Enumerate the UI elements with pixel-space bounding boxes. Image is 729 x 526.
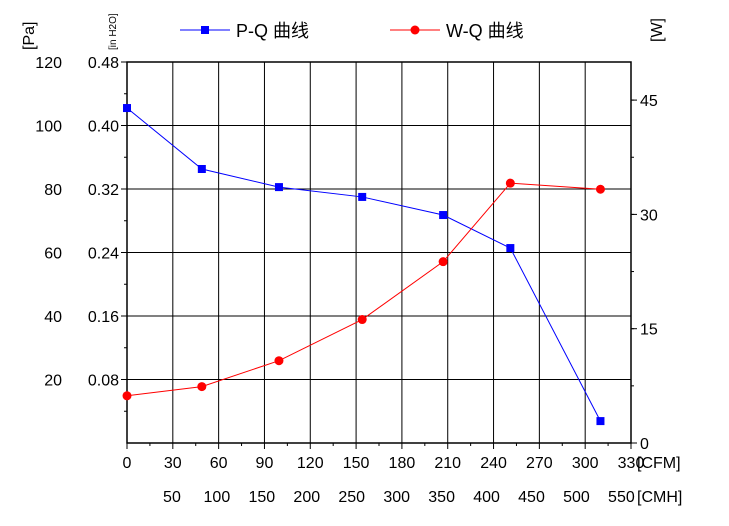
x-tick-label: 270 (526, 455, 553, 472)
x2-tick-label: 550 (608, 489, 635, 506)
y2-tick-label: 30 (640, 207, 658, 224)
y-inh2o-tick-label: 0.08 (88, 373, 119, 390)
legend: P-Q 曲线 W-Q 曲线 (180, 21, 524, 41)
x-tick-label: 120 (297, 455, 324, 472)
data-point-square (274, 183, 283, 192)
legend-marker-circle (410, 25, 420, 35)
y-inh2o-tick-label: 0.24 (88, 246, 119, 263)
series-line-1 (126, 182, 601, 397)
data-point-square (439, 211, 448, 220)
x-tick-label: 240 (480, 455, 507, 472)
y-tick-label: 80 (44, 182, 62, 199)
legend-marker-square (201, 26, 209, 34)
legend-label: P-Q 曲线 (236, 21, 309, 41)
data-point-circle (595, 184, 605, 194)
y-tick-label: 20 (44, 373, 62, 390)
x-tick-label: 210 (434, 455, 461, 472)
y-axis-unit: [Pa] (21, 22, 38, 50)
data-point-square (197, 164, 206, 173)
x-tick-label: 90 (256, 455, 274, 472)
plot-frame (126, 61, 632, 444)
legend-label: W-Q 曲线 (446, 21, 524, 41)
data-point-circle (505, 178, 515, 188)
x2-tick-label: 250 (338, 489, 365, 506)
x-tick-label: 180 (389, 455, 416, 472)
x-axis-unit: [CFM] (637, 455, 681, 472)
data-point-square (506, 244, 515, 253)
data-point-circle (357, 315, 367, 325)
data-point-circle (274, 356, 284, 366)
series (122, 104, 605, 426)
y-inh2o-tick-label: 0.40 (88, 119, 119, 136)
data-point-square (123, 104, 131, 113)
x2-tick-label: 200 (293, 489, 320, 506)
x2-tick-label: 50 (163, 489, 181, 506)
x-tick-label: 300 (572, 455, 599, 472)
x2-tick-label: 100 (204, 489, 231, 506)
y2-axis-unit: [W] (649, 18, 666, 42)
data-point-square (358, 192, 367, 201)
y-tick-label: 100 (35, 119, 62, 136)
x2-tick-label: 300 (383, 489, 410, 506)
x2-tick-label: 500 (563, 489, 590, 506)
y-tick-label: 60 (44, 246, 62, 263)
x-tick-label: 0 (123, 455, 132, 472)
x-tick-label: 330 (618, 455, 645, 472)
x-tick-label: 30 (164, 455, 182, 472)
series-line-0 (126, 107, 601, 422)
axes: 0 30 60 90 120 150 180 210 240 270 300 330[CFM]50 10… (21, 13, 682, 506)
x2-tick-label: 150 (248, 489, 275, 506)
data-point-circle (197, 382, 207, 392)
y-tick-label: 40 (44, 309, 62, 326)
x-tick-label: 150 (343, 455, 370, 472)
x2-tick-label: 350 (428, 489, 455, 506)
x2-axis-unit: [CMH] (637, 489, 682, 506)
y2-tick-label: 0 (640, 436, 649, 453)
y-inh2o-tick-label: 0.48 (88, 55, 119, 72)
x2-tick-label: 450 (518, 489, 545, 506)
data-point-square (596, 417, 605, 426)
y2-tick-label: 45 (640, 93, 658, 110)
y-inh2o-tick-label: 0.32 (88, 182, 119, 199)
x2-tick-label: 400 (473, 489, 500, 506)
y-inh2o-tick-label: 0.16 (88, 309, 119, 326)
data-point-circle (438, 257, 448, 267)
x-tick-label: 60 (210, 455, 228, 472)
data-point-circle (122, 391, 132, 401)
y-inh2o-axis-unit: [in H2O] (108, 13, 119, 50)
y2-tick-label: 15 (640, 322, 658, 339)
y-tick-label: 120 (35, 55, 62, 72)
